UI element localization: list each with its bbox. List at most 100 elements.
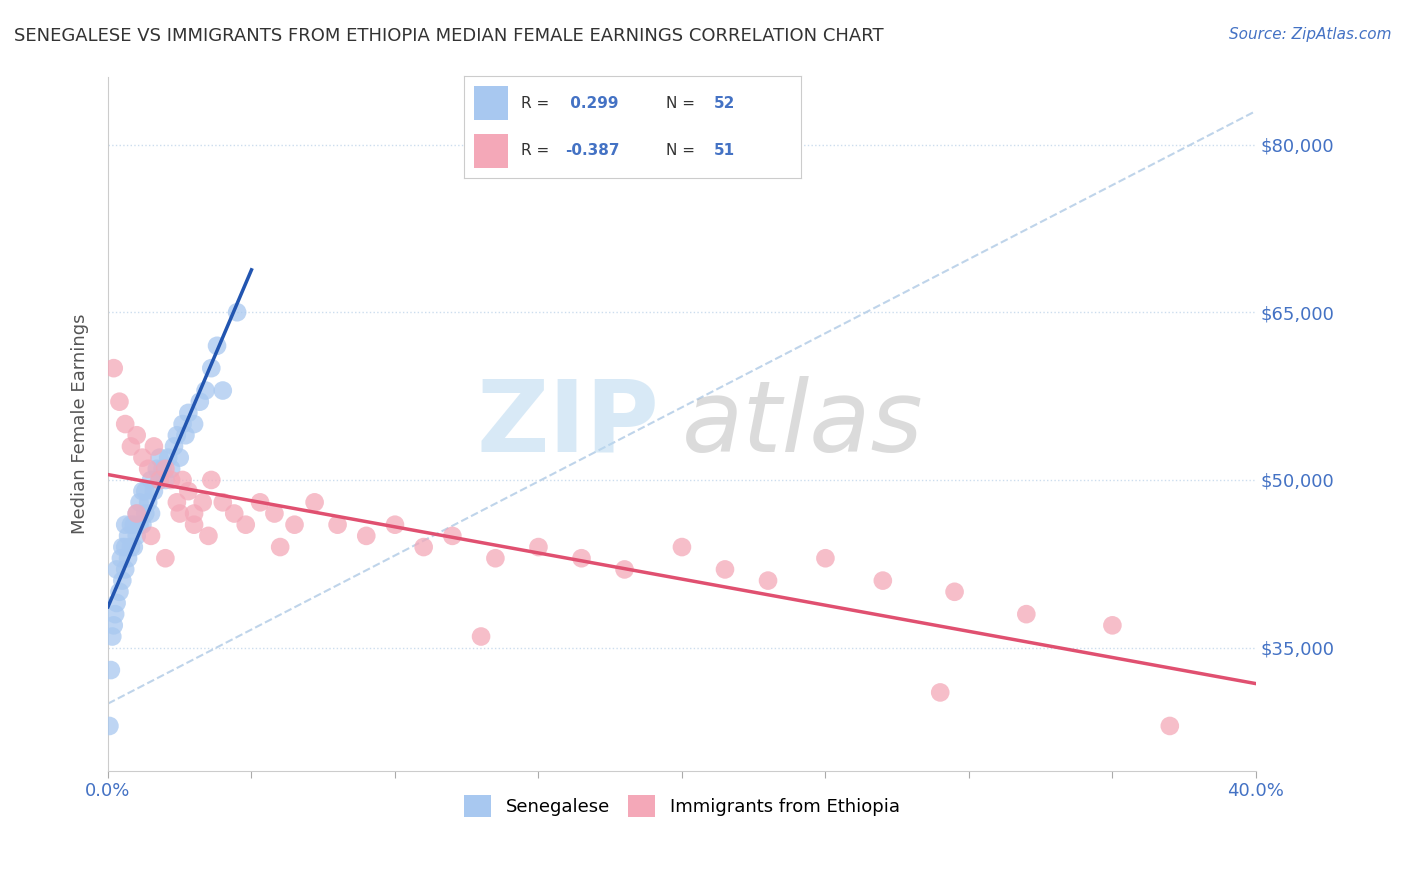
Y-axis label: Median Female Earnings: Median Female Earnings — [72, 314, 89, 534]
Point — [163, 439, 186, 453]
Point — [304, 495, 326, 509]
Point — [139, 507, 162, 521]
Point — [149, 473, 172, 487]
Point — [166, 428, 188, 442]
Text: SENEGALESE VS IMMIGRANTS FROM ETHIOPIA MEDIAN FEMALE EARNINGS CORRELATION CHART: SENEGALESE VS IMMIGRANTS FROM ETHIOPIA M… — [14, 27, 884, 45]
Text: 52: 52 — [714, 96, 735, 111]
Point — [263, 507, 285, 521]
Point — [183, 417, 205, 431]
Point — [149, 450, 172, 465]
Point — [114, 540, 136, 554]
Point — [128, 517, 150, 532]
Point — [1159, 719, 1181, 733]
Point — [200, 473, 222, 487]
Point — [169, 450, 191, 465]
Bar — [474, 87, 508, 120]
Text: N =: N = — [666, 96, 700, 111]
Point — [177, 406, 200, 420]
Point — [120, 439, 142, 453]
Point — [142, 439, 165, 453]
Point — [114, 517, 136, 532]
Point — [134, 507, 156, 521]
Point — [125, 507, 148, 521]
Point — [613, 562, 636, 576]
Point — [269, 540, 291, 554]
Point — [114, 417, 136, 431]
Point — [136, 462, 159, 476]
Text: ZIP: ZIP — [477, 376, 659, 473]
Point — [177, 484, 200, 499]
Point — [160, 462, 183, 476]
Point — [943, 584, 966, 599]
Point — [929, 685, 952, 699]
Point — [122, 540, 145, 554]
Point — [1015, 607, 1038, 622]
Point — [111, 574, 134, 588]
Point — [194, 384, 217, 398]
Point — [155, 473, 177, 487]
Point — [356, 529, 378, 543]
Point — [101, 630, 124, 644]
Point — [160, 473, 183, 487]
Point — [183, 517, 205, 532]
Point — [117, 529, 139, 543]
Point — [200, 361, 222, 376]
Point — [172, 473, 194, 487]
Point — [149, 473, 172, 487]
Point — [814, 551, 837, 566]
Point — [157, 450, 180, 465]
Point — [108, 394, 131, 409]
Point — [120, 540, 142, 554]
Point — [226, 305, 249, 319]
Text: N =: N = — [666, 144, 700, 158]
Point — [174, 428, 197, 442]
Point — [131, 450, 153, 465]
Point — [224, 507, 246, 521]
Text: R =: R = — [522, 96, 554, 111]
Point — [139, 529, 162, 543]
Point — [441, 529, 464, 543]
Point — [872, 574, 894, 588]
Text: 51: 51 — [714, 144, 735, 158]
Point — [105, 596, 128, 610]
Point — [384, 517, 406, 532]
Point — [146, 462, 169, 476]
Bar — [474, 135, 508, 168]
Point — [183, 507, 205, 521]
Point — [136, 495, 159, 509]
Point — [114, 562, 136, 576]
Point — [100, 663, 122, 677]
Point — [152, 462, 174, 476]
Point — [105, 562, 128, 576]
Point — [120, 517, 142, 532]
Point — [131, 484, 153, 499]
Text: R =: R = — [522, 144, 554, 158]
Point — [117, 551, 139, 566]
Point — [211, 384, 233, 398]
Point — [125, 428, 148, 442]
Point — [484, 551, 506, 566]
Point — [104, 607, 127, 622]
Point — [205, 339, 228, 353]
Point — [191, 495, 214, 509]
Point — [103, 361, 125, 376]
Point — [1101, 618, 1123, 632]
Point — [527, 540, 550, 554]
Point — [169, 507, 191, 521]
Text: 0.299: 0.299 — [565, 96, 619, 111]
Legend: Senegalese, Immigrants from Ethiopia: Senegalese, Immigrants from Ethiopia — [457, 788, 907, 824]
Point — [125, 507, 148, 521]
Point — [197, 529, 219, 543]
Point — [131, 517, 153, 532]
Point — [166, 495, 188, 509]
Point — [122, 517, 145, 532]
Point — [98, 719, 121, 733]
Point — [671, 540, 693, 554]
Text: atlas: atlas — [682, 376, 924, 473]
Point — [142, 484, 165, 499]
Point — [756, 574, 779, 588]
Point — [326, 517, 349, 532]
Text: -0.387: -0.387 — [565, 144, 620, 158]
Point — [172, 417, 194, 431]
Point — [134, 484, 156, 499]
